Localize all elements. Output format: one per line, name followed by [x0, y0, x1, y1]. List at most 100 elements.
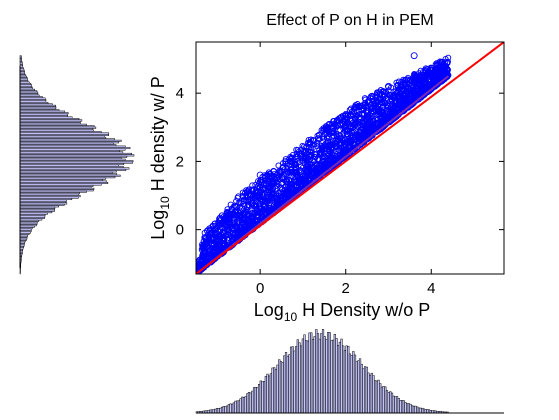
histogram-bar [335, 338, 338, 414]
reference-lines [196, 42, 504, 274]
histogram-bar [337, 345, 340, 414]
scatter-point [295, 179, 302, 186]
histogram-bar [340, 338, 343, 414]
histogram-bar [259, 380, 262, 414]
histogram-bar [258, 384, 261, 414]
histogram-bar [268, 375, 271, 414]
histogram-bar [288, 354, 291, 414]
histogram-bar [231, 403, 234, 414]
histogram-bar [281, 362, 284, 414]
histogram-bar [338, 341, 341, 414]
histogram-bar [369, 374, 372, 414]
histogram-bar [252, 387, 256, 414]
histogram-bar [305, 340, 308, 414]
histogram-bar [395, 396, 399, 414]
histogram-bar [370, 372, 373, 414]
scatter-point [233, 198, 240, 205]
histogram-bar [254, 386, 257, 414]
histogram-bar [220, 406, 224, 414]
histogram-bar [372, 375, 375, 414]
histogram-bar [271, 367, 274, 414]
histogram-bar [332, 339, 335, 414]
scatter-point [357, 102, 364, 109]
histogram-bar [284, 352, 288, 414]
histogram-bar [422, 408, 426, 414]
histogram-bar [421, 407, 424, 414]
histogram-bar [232, 402, 235, 414]
histogram-bar [325, 338, 328, 414]
y-axis-label: Log10 H density w/ P [148, 76, 172, 239]
histogram-bar [412, 405, 415, 414]
histogram-bar [315, 329, 318, 414]
histogram-bar [385, 390, 389, 414]
histogram-bar [306, 340, 309, 414]
histogram-bar [382, 386, 385, 414]
histogram-bar [347, 345, 350, 414]
histogram-bar [402, 400, 405, 414]
scatter-point [394, 90, 401, 97]
histogram-bar [380, 386, 384, 414]
scatter-point [299, 142, 306, 149]
histogram-bar [401, 400, 404, 414]
scatter-point [307, 146, 314, 153]
scatter-point [410, 52, 418, 60]
histogram-bar [330, 340, 333, 414]
histogram-bar [222, 406, 225, 414]
histogram-bar [387, 392, 390, 414]
scatter-point [233, 223, 240, 230]
scatter-points [196, 52, 452, 274]
y-tick-label: 2 [176, 153, 184, 170]
histogram-bar [365, 366, 368, 414]
x-tick-label: 2 [342, 280, 350, 297]
histogram-bar [392, 395, 395, 414]
histogram-bar [360, 363, 363, 414]
histogram-bar [333, 333, 336, 414]
histogram-bar [261, 381, 264, 414]
histogram-bar [224, 406, 227, 414]
scatter-point [216, 215, 223, 222]
x-tick-label: 4 [427, 280, 435, 297]
histogram-bar [274, 369, 278, 414]
histogram-bar [311, 339, 315, 414]
histogram-bar [414, 405, 417, 414]
histogram-bar [295, 346, 298, 414]
histogram-bar [343, 350, 347, 414]
histogram-bar [321, 329, 325, 414]
scatter-point [234, 194, 241, 201]
histogram-bar [424, 409, 427, 414]
histogram-bar [226, 405, 229, 414]
scatter-point [425, 70, 433, 78]
histogram-bar [229, 403, 232, 414]
scatter-point [265, 172, 272, 179]
histogram-bar [411, 405, 414, 414]
histogram-bar [367, 372, 370, 414]
scatter-point [211, 246, 219, 254]
histogram-bar [214, 408, 217, 414]
histogram-bar [342, 345, 345, 414]
histogram-bar [242, 397, 246, 414]
histogram-bar [273, 367, 276, 414]
histogram-bar [318, 338, 321, 414]
histogram-bar [352, 351, 355, 414]
histogram-bar [236, 400, 239, 414]
scatter-point [296, 176, 303, 183]
histogram-bar [375, 380, 378, 414]
histogram-bar [212, 409, 215, 414]
histogram-bar [377, 379, 380, 414]
histogram-bar [389, 391, 392, 414]
histogram-bar [291, 346, 294, 414]
histogram-bar [215, 408, 219, 414]
histogram-bar [244, 396, 247, 414]
histogram-bar [350, 355, 353, 414]
scatter-point [216, 214, 224, 221]
series-line-red [196, 42, 504, 274]
histogram-bar [345, 345, 348, 414]
y-tick-label: 0 [176, 222, 184, 239]
histogram-bar [264, 376, 267, 414]
histogram-bar [219, 407, 222, 414]
x-tick-label: 0 [256, 280, 264, 297]
histogram-bar [316, 333, 320, 414]
histogram-bar [404, 402, 407, 414]
histogram-bar [279, 361, 283, 414]
